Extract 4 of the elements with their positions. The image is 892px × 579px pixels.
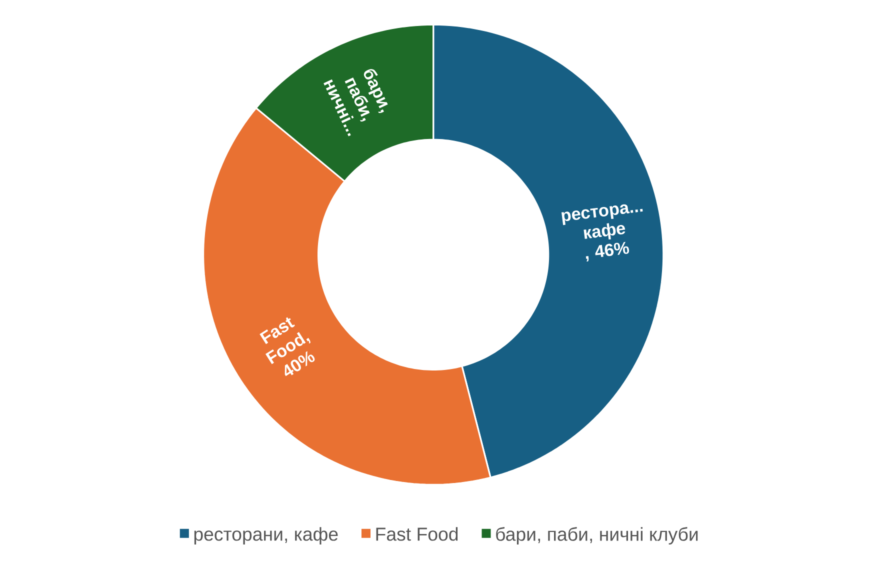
data-label: рестора... кафе , 46% xyxy=(561,204,643,262)
legend-label: Fast Food xyxy=(376,527,458,541)
legend-label: ресторани, кафе xyxy=(194,527,338,545)
legend-label: бари, паби, ничні клуби xyxy=(496,527,698,545)
